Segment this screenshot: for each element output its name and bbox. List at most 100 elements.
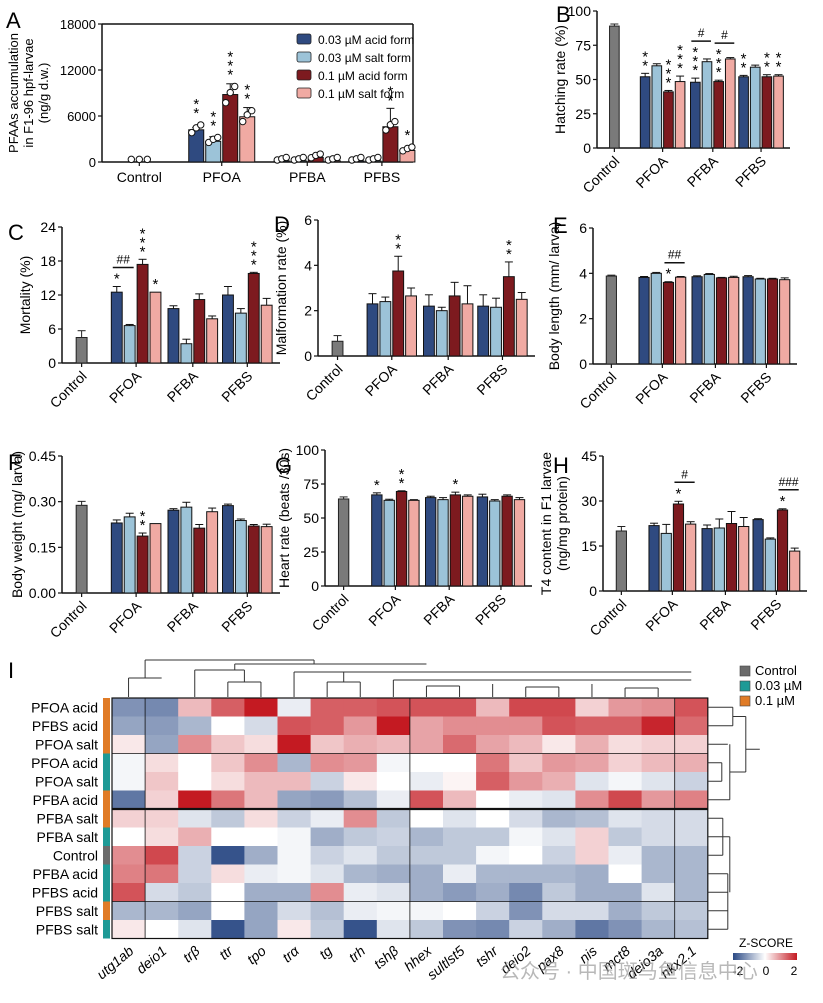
bar-pfba-0 — [691, 276, 703, 365]
significance-marker: * — [666, 266, 672, 283]
y-tick-label: 0.45 — [29, 448, 56, 464]
heatmap-cell — [509, 790, 543, 810]
bar-pfbs-3 — [779, 279, 791, 365]
heatmap-cell — [542, 716, 576, 736]
heatmap-cell — [211, 735, 245, 754]
heatmap-cell — [641, 901, 676, 921]
significance-marker: * — [210, 108, 216, 125]
y-tick-label: 24 — [40, 219, 56, 235]
bar-pfbs-2 — [776, 509, 789, 592]
x-tick-label: PFBA — [419, 360, 457, 398]
legend-label: 0.03 µM acid form — [318, 33, 414, 47]
bar-pfoa-3 — [685, 523, 697, 592]
heatmap-cell — [277, 735, 312, 754]
bar-pfoa-1 — [123, 516, 136, 594]
heatmap-cell — [409, 772, 444, 791]
significance-marker: * — [741, 59, 747, 76]
data-point — [243, 111, 251, 119]
heatmap-cell — [211, 753, 245, 773]
heatmap-cell — [509, 735, 543, 754]
heatmap-cell — [409, 901, 444, 921]
y-tick-label: 25 — [303, 544, 319, 560]
heatmap-cell — [542, 901, 576, 921]
heatmap-cell — [608, 809, 643, 828]
heatmap-cell — [211, 809, 245, 828]
heatmap-cell — [575, 716, 609, 736]
heatmap-cell — [575, 809, 609, 828]
bar-pfbs-0 — [752, 519, 764, 592]
bar-control — [615, 530, 627, 592]
heatmap-cell — [178, 864, 212, 884]
heatmap-cell — [376, 735, 411, 754]
significance-marker: * — [780, 493, 786, 510]
legend-swatch — [296, 69, 312, 81]
group-legend-label: 0.03 µM — [755, 678, 802, 693]
x-tick-label: Control — [586, 596, 629, 639]
bar-pfba-0 — [423, 305, 435, 357]
heatmap-cell — [409, 827, 444, 847]
heatmap-cell — [641, 846, 676, 865]
x-tick-label: Control — [309, 591, 352, 634]
bar-pfba-2 — [193, 299, 206, 364]
data-point — [408, 143, 416, 151]
data-point — [135, 155, 144, 164]
heatmap-cell — [542, 698, 576, 717]
heatmap-cell — [310, 883, 345, 902]
heatmap-cell — [575, 753, 609, 773]
significance-marker: * — [153, 276, 159, 293]
y-tick-label: 100 — [296, 442, 320, 458]
significance-marker: * — [140, 234, 146, 251]
bar-pfoa-2 — [395, 490, 408, 587]
heatmap-cell — [443, 753, 477, 773]
bar-pfbs-3 — [515, 298, 528, 357]
bracket-label: # — [721, 28, 728, 42]
bar-pfba-0 — [690, 81, 701, 149]
heatmap-cell — [443, 735, 477, 754]
x-tick-label: Control — [302, 361, 345, 404]
heatmap-cell — [575, 864, 609, 884]
x-tick-label: PFBS — [218, 368, 255, 405]
bar-pfba-0 — [425, 497, 437, 587]
bar-pfba-2 — [193, 527, 206, 594]
heatmap-cell — [476, 883, 510, 902]
x-tick-label: PFBA — [164, 597, 202, 635]
heatmap-cell — [145, 809, 179, 828]
data-point — [231, 82, 239, 91]
heatmap-cell — [112, 735, 146, 754]
heatmap-cell — [542, 883, 576, 902]
heatmap-cell — [310, 846, 345, 865]
data-point — [143, 155, 152, 164]
bar-pfoa-0 — [639, 76, 651, 149]
data-point — [248, 106, 256, 115]
heatmap-cell — [112, 698, 146, 717]
data-point — [222, 98, 230, 107]
heatmap-cell — [443, 809, 477, 828]
bar-pfbs-3 — [260, 526, 273, 594]
significance-marker: * — [374, 477, 380, 494]
heatmap-cell — [509, 901, 543, 921]
row-label: PFBS acid — [32, 718, 98, 734]
y-tick-label: 45 — [581, 448, 597, 464]
heatmap-cell — [608, 753, 643, 773]
heatmap-cell — [145, 772, 179, 791]
heatmap-cell — [608, 772, 643, 791]
heatmap-cell — [674, 846, 709, 865]
bar-pfoa-0 — [366, 303, 379, 357]
bar-pfba-1 — [713, 527, 725, 592]
significance-marker: * — [140, 225, 146, 242]
heatmap-cell — [376, 790, 411, 810]
bracket-label: # — [698, 26, 705, 40]
bar-pfoa-3 — [408, 499, 420, 587]
y-tick-label: 0 — [583, 140, 591, 156]
heatmap-cell — [343, 901, 378, 921]
group-annotation — [103, 790, 110, 809]
heatmap-cell — [443, 716, 477, 736]
bar-pfbs-2 — [761, 76, 773, 149]
significance-marker: * — [387, 92, 393, 109]
heatmap-cell — [277, 698, 312, 717]
data-point — [188, 128, 196, 137]
bar-pfoa-2 — [136, 263, 149, 364]
significance-marker: * — [776, 59, 782, 76]
bar-control — [75, 337, 88, 364]
significance-marker: * — [251, 238, 257, 255]
